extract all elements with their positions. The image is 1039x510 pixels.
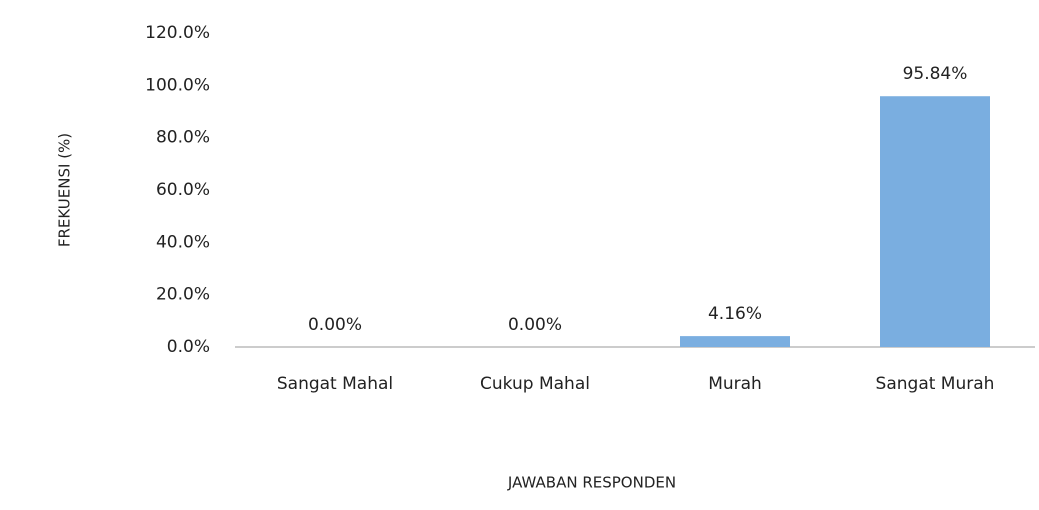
bar (680, 336, 790, 347)
x-tick-label: Sangat Mahal (277, 374, 393, 394)
data-label: 4.16% (708, 304, 762, 324)
y-tick-label: 20.0% (156, 285, 210, 305)
y-tick-label: 80.0% (156, 128, 210, 148)
y-tick-label: 60.0% (156, 180, 210, 200)
y-axis-title: FREKUENSI (%) (56, 133, 74, 247)
x-tick-label: Cukup Mahal (480, 374, 590, 394)
x-tick-label: Sangat Murah (876, 374, 995, 394)
y-tick-label: 120.0% (145, 23, 210, 43)
data-label: 0.00% (508, 315, 562, 335)
data-label: 95.84% (903, 64, 968, 84)
x-tick-label: Murah (708, 374, 762, 394)
data-label: 0.00% (308, 315, 362, 335)
bar (880, 96, 990, 348)
y-tick-label: 0.0% (167, 337, 210, 357)
x-axis-title: JAWABAN RESPONDEN (507, 474, 676, 492)
y-tick-label: 100.0% (145, 75, 210, 95)
y-tick-label: 40.0% (156, 232, 210, 252)
